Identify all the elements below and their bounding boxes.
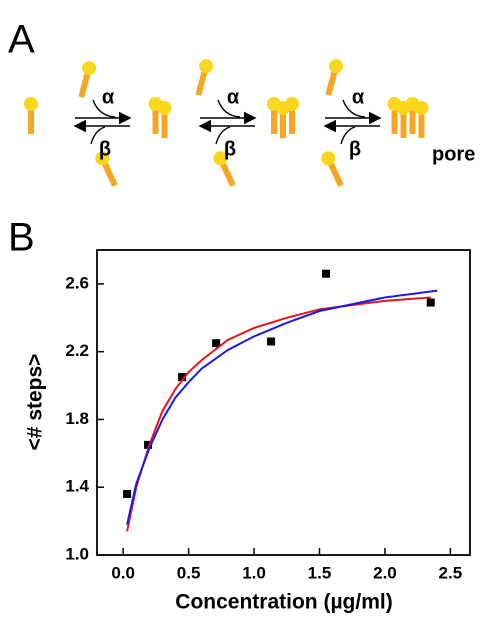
monomer — [213, 151, 236, 187]
y-tick-label: 1.0 — [65, 544, 89, 563]
fit-line — [126, 296, 431, 532]
monomer — [325, 59, 344, 96]
monomer-stem — [400, 110, 407, 138]
y-tick-label: 2.2 — [65, 341, 89, 360]
monomer — [321, 151, 344, 187]
monomer — [195, 59, 214, 96]
y-tick-label: 2.6 — [65, 273, 89, 292]
monomer-stem — [418, 110, 425, 138]
monomer-stem — [391, 106, 398, 134]
data-point — [322, 269, 331, 278]
monomer-stem — [78, 69, 92, 98]
data-point — [267, 337, 276, 346]
x-tick-label: 0.5 — [177, 563, 201, 582]
monomer-stem — [326, 158, 344, 187]
forward-rate: α — [227, 86, 240, 108]
x-tick-label: 2.5 — [439, 563, 463, 582]
monomer-head — [199, 59, 214, 74]
x-tick-label: 0.0 — [111, 563, 135, 582]
monomer-head — [321, 151, 336, 166]
forward-rate: α — [352, 86, 365, 108]
monomer-stem — [28, 106, 34, 134]
monomer — [24, 97, 38, 134]
y-tick-label: 1.4 — [65, 477, 89, 496]
release-curve — [90, 126, 106, 145]
forward-rate: α — [102, 86, 115, 108]
panel-label: A — [8, 18, 35, 62]
monomer-stem — [218, 158, 236, 187]
monomer — [157, 101, 172, 138]
release-curve — [215, 126, 231, 145]
backward-rate: β — [99, 138, 111, 160]
data-point — [178, 373, 187, 382]
monomer-head — [95, 151, 110, 166]
monomer — [414, 101, 429, 138]
backward-rate: β — [349, 138, 361, 160]
bind-curve — [92, 99, 116, 118]
backward-rate: β — [224, 138, 236, 160]
x-tick-label: 1.0 — [242, 563, 266, 582]
monomer-stem — [280, 110, 286, 138]
monomer-head — [157, 101, 172, 115]
fit-line — [126, 289, 438, 525]
y-tick-label: 1.8 — [65, 409, 89, 428]
monomer-head — [82, 61, 97, 76]
monomer-head — [213, 151, 228, 166]
bind-curve — [342, 99, 366, 118]
data-point — [212, 339, 221, 348]
monomer — [95, 151, 118, 187]
monomer-stem — [195, 67, 209, 96]
data-point — [123, 490, 132, 498]
monomer — [78, 61, 97, 98]
x-axis-title: Concentration (µg/ml) — [175, 591, 392, 614]
data-point — [144, 440, 153, 449]
chart: 0.0 0.5 1.0 1.5 2.0 2.5 1.0 1.4 1.8 2.2 2.6 — [65, 249, 471, 582]
bind-curve — [217, 99, 241, 118]
monomer-stem — [289, 106, 295, 134]
monomer-stem — [161, 110, 168, 138]
monomer-head — [285, 97, 299, 111]
x-tick-label: 2.0 — [373, 563, 397, 582]
monomer-stem — [325, 67, 339, 96]
monomer-stem — [100, 158, 118, 187]
y-axis-title: <# steps> — [24, 354, 47, 451]
release-curve — [340, 126, 356, 145]
monomer-stem — [409, 106, 416, 134]
panel-label: B — [8, 216, 35, 260]
monomer-head — [24, 97, 38, 111]
x-tick-label: 1.5 — [308, 563, 332, 582]
data-point — [426, 298, 435, 307]
monomer-stem — [271, 106, 277, 134]
product-label: pore — [432, 143, 475, 165]
monomer-head — [329, 59, 344, 74]
monomer-head — [414, 101, 429, 115]
monomer-stem — [152, 106, 159, 134]
diagram: α β α β α β — [24, 59, 429, 187]
plot-frame — [96, 249, 471, 556]
monomer — [285, 97, 299, 134]
